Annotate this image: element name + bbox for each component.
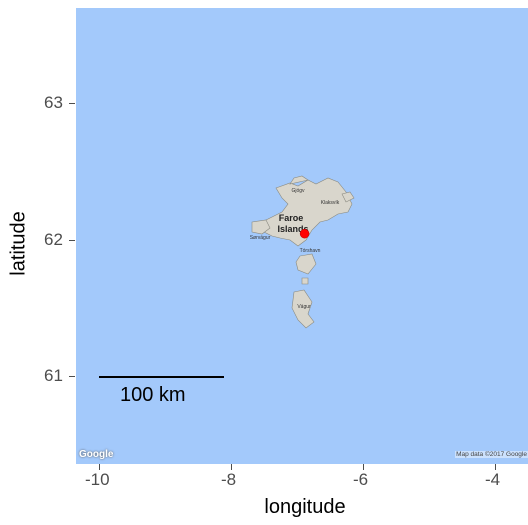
google-logo: Google	[79, 449, 114, 460]
island-sandoy	[295, 253, 317, 275]
y-tick-label-61: 61	[44, 366, 63, 385]
place-label-northeast: Klaksvík	[321, 200, 340, 206]
y-tick-mark-62	[69, 240, 75, 241]
x-tick-label-minus4: -4	[485, 470, 501, 489]
x-tick-mark-minus6	[363, 464, 364, 470]
place-label-south: Vágur	[297, 304, 311, 310]
place-label-islands-line2: Islands	[277, 224, 308, 234]
location-marker[interactable]	[299, 228, 310, 239]
island-small-1	[301, 277, 309, 285]
x-tick-label-minus8: -8	[221, 470, 237, 489]
scale-bar	[99, 376, 224, 378]
place-label-islands-line1: Faroe	[279, 213, 304, 223]
map-svg: Faroe Islands Gjógv Klaksvík Sørvágur Tó…	[250, 175, 355, 329]
y-tick-mark-61	[69, 376, 75, 377]
island-north	[289, 175, 309, 185]
place-label-capital: Tórshavn	[300, 248, 321, 254]
map-panel[interactable]: Faroe Islands Gjógv Klaksvík Sørvágur Tó…	[76, 8, 528, 464]
map-attribution[interactable]: Map data ©2017 Google	[455, 451, 528, 458]
scale-bar-label: 100 km	[120, 384, 186, 406]
island-vagar	[251, 219, 271, 235]
island-suduroy	[291, 289, 315, 329]
y-tick-mark-63	[69, 103, 75, 104]
x-tick-mark-minus8	[231, 464, 232, 470]
faroe-islands-land	[251, 175, 355, 329]
island-streymoy-eysturoy	[259, 177, 353, 247]
island-small-2	[341, 191, 355, 203]
place-label-west: Sørvágur	[250, 235, 271, 241]
y-tick-label-63: 63	[44, 93, 63, 112]
y-axis-title: latitude	[7, 211, 30, 276]
x-tick-mark-minus4	[495, 464, 496, 470]
place-label-north: Gjógv	[291, 188, 305, 194]
x-axis-title: longitude	[264, 496, 346, 518]
x-tick-label-minus10: -10	[85, 470, 110, 489]
y-tick-label-62: 62	[44, 230, 63, 249]
x-tick-mark-minus10	[99, 464, 100, 470]
x-tick-label-minus6: -6	[353, 470, 369, 489]
